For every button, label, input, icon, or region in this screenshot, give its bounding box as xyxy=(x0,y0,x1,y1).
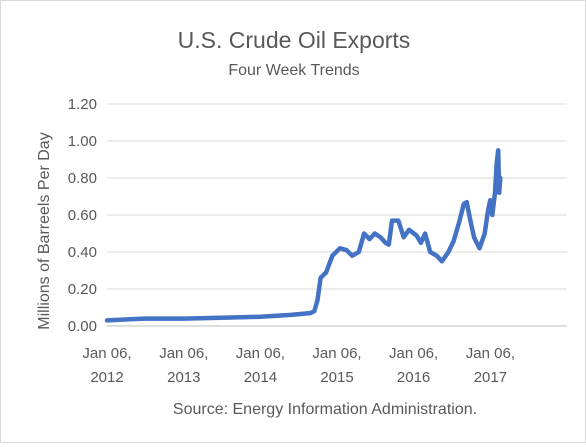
x-tick-label: 2017 xyxy=(474,369,507,386)
x-tick-label: Jan 06, xyxy=(236,345,285,362)
x-tick-label: 2012 xyxy=(90,369,123,386)
y-tick-label: 0.80 xyxy=(68,170,97,187)
y-tick-label: 0.40 xyxy=(68,244,97,261)
x-tick-label: Jan 06, xyxy=(159,345,208,362)
y-axis-ticks: 0.00 0.20 0.40 0.60 0.80 1.00 1.20 xyxy=(68,96,97,335)
y-tick-label: 0.00 xyxy=(68,318,97,335)
x-tick-label: 2016 xyxy=(397,369,430,386)
x-tick-label: Jan 06, xyxy=(312,345,361,362)
chart-title: U.S. Crude Oil Exports xyxy=(178,27,411,53)
x-tick-label: Jan 06, xyxy=(82,345,131,362)
y-tick-label: 0.20 xyxy=(68,281,97,298)
gridlines xyxy=(107,103,567,327)
x-tick-label: Jan 06, xyxy=(466,345,515,362)
y-axis-label: Millions of Barreels Per Day xyxy=(36,132,53,329)
x-tick-label: 2013 xyxy=(167,369,200,386)
chart-subtitle: Four Week Trends xyxy=(228,62,359,79)
x-axis-ticks: Jan 06, 2012 Jan 06, 2013 Jan 06, 2014 Jan 06,… xyxy=(82,345,515,386)
y-tick-label: 0.60 xyxy=(68,207,97,224)
series-line xyxy=(104,148,503,323)
x-tick-label: 2015 xyxy=(320,369,353,386)
y-tick-label: 1.00 xyxy=(68,133,97,150)
series-layer xyxy=(104,148,503,323)
x-tick-label: Jan 06, xyxy=(389,345,438,362)
source-note: Source: Energy Information Administratio… xyxy=(173,401,477,418)
x-tick-label: 2014 xyxy=(244,369,277,386)
y-tick-label: 1.20 xyxy=(68,96,97,113)
